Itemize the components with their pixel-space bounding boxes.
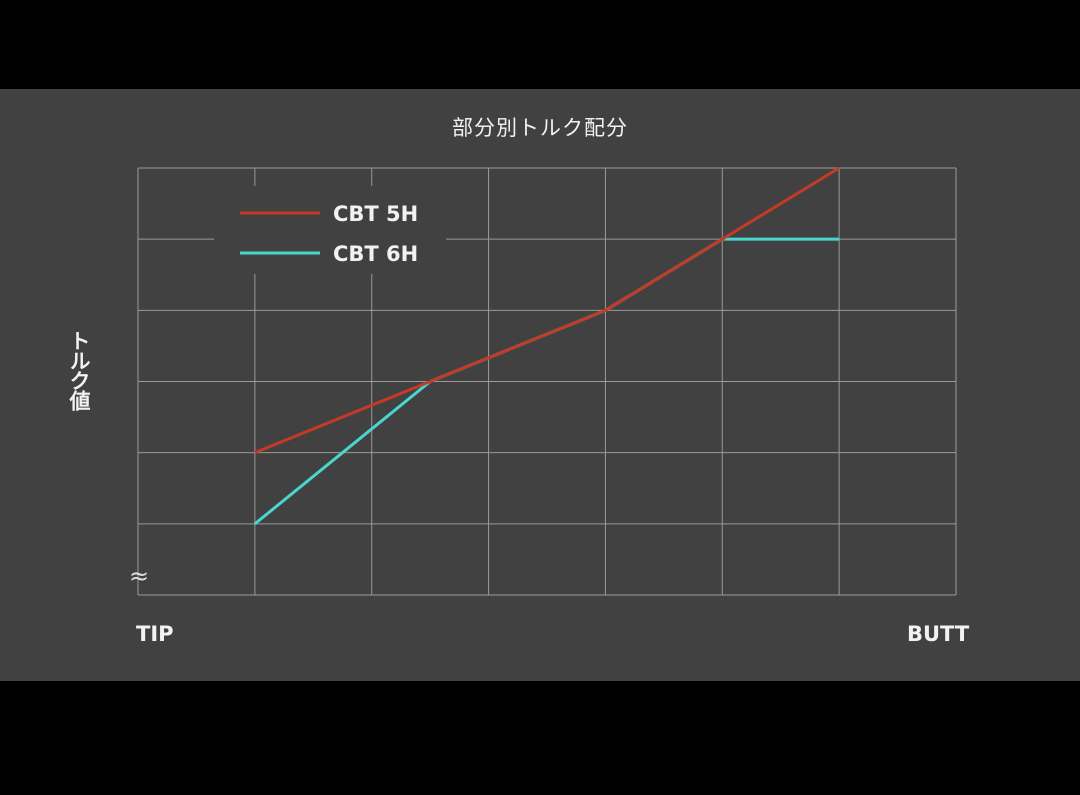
y-axis-label: トルク値 [67, 330, 91, 410]
legend-background [214, 186, 446, 274]
series-line-cbt-5h [254, 166, 840, 455]
axis-break-symbol: ≈ [129, 562, 149, 590]
legend-label: CBT 5H [333, 202, 418, 226]
chart-panel [0, 89, 1080, 681]
x-tick-label-tip: TIP [136, 622, 174, 646]
legend-label: CBT 6H [333, 242, 418, 266]
series-lines [253, 166, 840, 525]
legend: CBT 5H CBT 6H [214, 186, 446, 274]
chart-title: 部分別トルク配分 [452, 116, 628, 140]
x-tick-label-butt: BUTT [907, 622, 970, 646]
